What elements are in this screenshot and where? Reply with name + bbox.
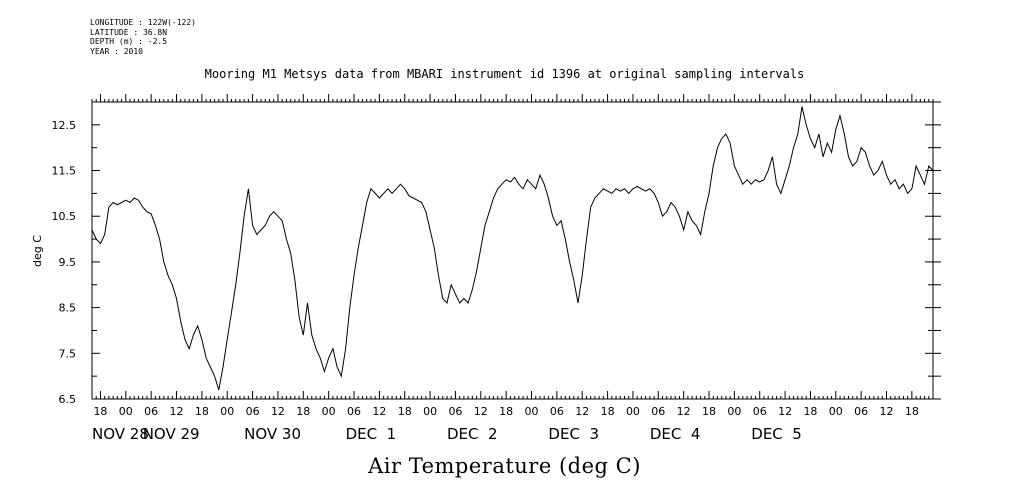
x-hour-label: 06 [246, 405, 260, 418]
series-layer [91, 106, 934, 391]
x-hour-label: 18 [601, 405, 615, 418]
year-label: YEAR : 2010 [90, 46, 143, 56]
plot-frame [91, 101, 934, 400]
x-hour-label: 12 [372, 405, 386, 418]
station-metadata: LONGITUDE : 122W(-122) LATITUDE : 36.8N … [90, 18, 196, 56]
x-day-label: DEC 1 [346, 425, 397, 443]
latitude-label: LATITUDE : 36.8N [90, 27, 168, 37]
y-tick-label: 11.5 [52, 165, 77, 178]
series-line [91, 106, 934, 391]
x-hour-label: 12 [474, 405, 488, 418]
x-hour-label: 00 [423, 405, 437, 418]
x-hour-label: 12 [575, 405, 589, 418]
x-hour-label: 18 [93, 405, 107, 418]
x-hour-label: 00 [220, 405, 234, 418]
x-day-label: NOV 29 [143, 425, 200, 443]
x-hour-label: 00 [727, 405, 741, 418]
x-hour-label: 06 [347, 405, 361, 418]
x-hour-label: 18 [803, 405, 817, 418]
x-hour-label: 18 [702, 405, 716, 418]
x-hour-label: 12 [880, 405, 894, 418]
x-hour-label: 12 [677, 405, 691, 418]
y-tick-label: 10.5 [52, 210, 77, 223]
x-hour-label: 06 [448, 405, 462, 418]
x-hour-label: 18 [195, 405, 209, 418]
x-hour-label: 06 [753, 405, 767, 418]
plot-title: Mooring M1 Metsys data from MBARI instru… [204, 67, 805, 81]
plot-border [91, 101, 934, 400]
x-day-label: NOV 30 [244, 425, 301, 443]
y-tick-label: 12.5 [52, 119, 77, 132]
x-hour-label: 12 [170, 405, 184, 418]
x-day-label: DEC 2 [447, 425, 498, 443]
longitude-label: LONGITUDE : 122W(-122) [90, 18, 196, 27]
x-axis: 18 00 06 12 18 00 06 12 18 00 06 12 18 00 06 12 18 00 06 12… [91, 94, 934, 443]
y-tick-label: 7.5 [59, 347, 77, 360]
x-hour-label: 06 [550, 405, 564, 418]
x-hour-label: 00 [322, 405, 336, 418]
x-hour-label: 18 [499, 405, 513, 418]
x-hour-label: 00 [525, 405, 539, 418]
y-tick-label: 9.5 [59, 256, 77, 269]
y-tick-label: 6.5 [59, 393, 77, 406]
x-day-label: DEC 5 [751, 425, 802, 443]
x-hour-label: 00 [829, 405, 843, 418]
x-day-label: DEC 4 [650, 425, 701, 443]
y-axis: 6.5 7.5 8.5 9.5 10.5 11.5 12.5 [52, 101, 941, 406]
x-day-label: DEC 3 [548, 425, 599, 443]
x-hour-label: 06 [854, 405, 868, 418]
x-hour-label: 00 [626, 405, 640, 418]
y-axis-label: deg C [31, 235, 44, 267]
x-hour-label: 12 [778, 405, 792, 418]
x-hour-label: 18 [905, 405, 919, 418]
x-hour-label: 06 [651, 405, 665, 418]
x-hour-label: 12 [271, 405, 285, 418]
x-hour-label: 06 [144, 405, 158, 418]
x-hour-label: 00 [119, 405, 133, 418]
x-day-label: NOV 28 [92, 425, 149, 443]
y-tick-label: 8.5 [59, 302, 77, 315]
x-hour-label: 18 [296, 405, 310, 418]
x-axis-title: Air Temperature (deg C) [368, 454, 641, 478]
depth-label: DEPTH (m) : -2.5 [90, 37, 168, 46]
x-hour-label: 18 [398, 405, 412, 418]
